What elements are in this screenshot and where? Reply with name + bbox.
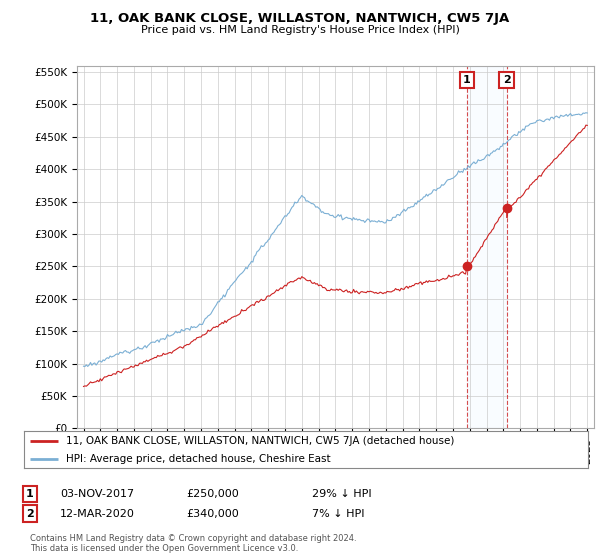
Text: £340,000: £340,000 xyxy=(186,508,239,519)
Bar xyxy=(467,66,506,428)
Text: 12-MAR-2020: 12-MAR-2020 xyxy=(60,508,135,519)
Text: 7% ↓ HPI: 7% ↓ HPI xyxy=(312,508,365,519)
Text: 2: 2 xyxy=(26,508,34,519)
Text: 1: 1 xyxy=(26,489,34,499)
Text: 2: 2 xyxy=(503,75,511,85)
Text: 1: 1 xyxy=(463,75,471,85)
Text: Price paid vs. HM Land Registry's House Price Index (HPI): Price paid vs. HM Land Registry's House … xyxy=(140,25,460,35)
Text: £250,000: £250,000 xyxy=(186,489,239,499)
Text: 03-NOV-2017: 03-NOV-2017 xyxy=(60,489,134,499)
Text: Contains HM Land Registry data © Crown copyright and database right 2024.
This d: Contains HM Land Registry data © Crown c… xyxy=(30,534,356,553)
Text: 11, OAK BANK CLOSE, WILLASTON, NANTWICH, CW5 7JA: 11, OAK BANK CLOSE, WILLASTON, NANTWICH,… xyxy=(91,12,509,25)
Text: 11, OAK BANK CLOSE, WILLASTON, NANTWICH, CW5 7JA (detached house): 11, OAK BANK CLOSE, WILLASTON, NANTWICH,… xyxy=(66,436,455,446)
Text: 29% ↓ HPI: 29% ↓ HPI xyxy=(312,489,371,499)
Text: HPI: Average price, detached house, Cheshire East: HPI: Average price, detached house, Ches… xyxy=(66,454,331,464)
